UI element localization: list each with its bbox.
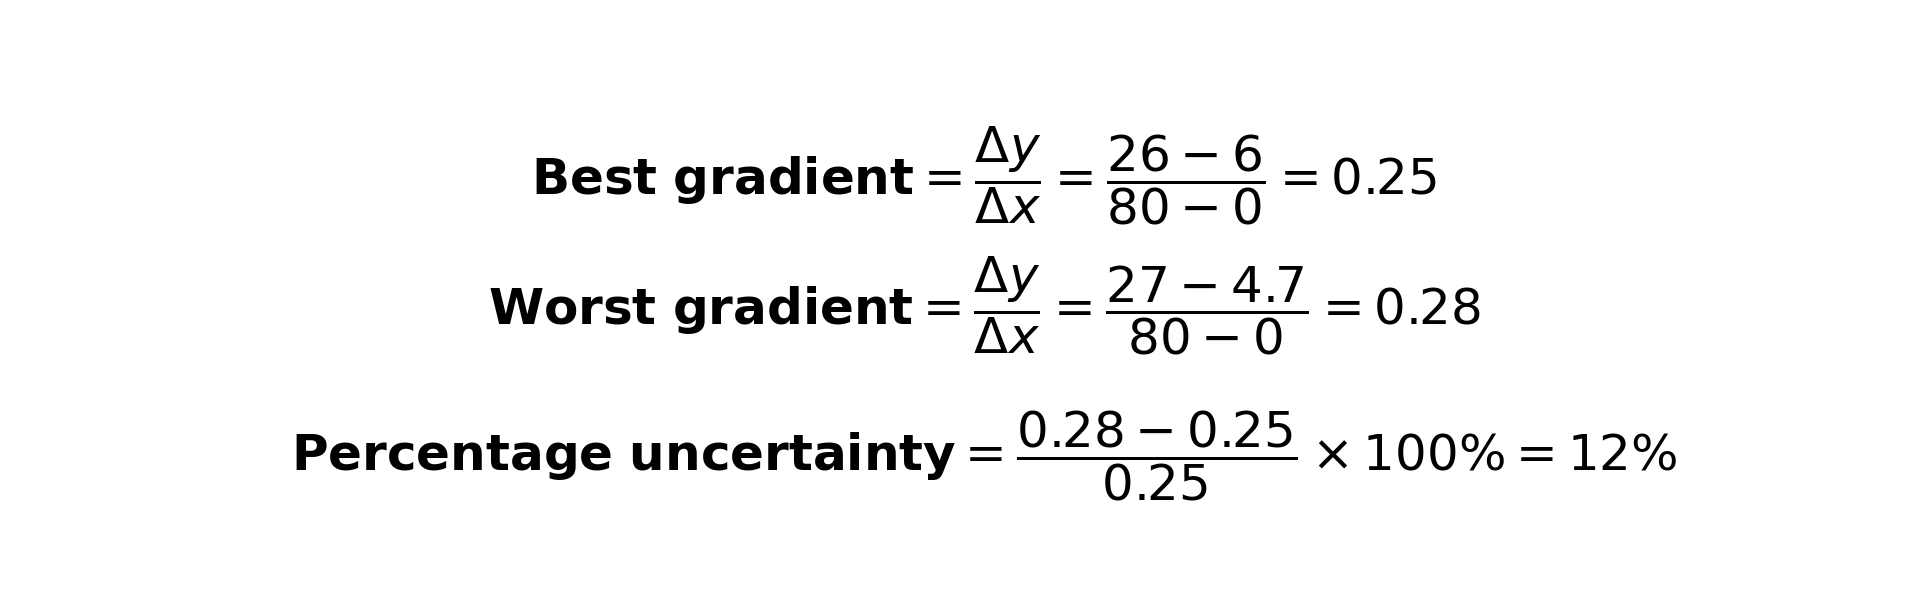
Text: $\mathbf{Worst\ gradient} = \dfrac{\Delta y}{\Delta x} = \dfrac{27-4.7}{80-0} = : $\mathbf{Worst\ gradient} = \dfrac{\Delt… — [488, 255, 1480, 358]
Text: $\mathbf{Percentage\ uncertainty} = \dfrac{0.28-0.25}{0.25} \times 100\% = 12\%$: $\mathbf{Percentage\ uncertainty} = \dfr… — [290, 408, 1678, 502]
Text: $\mathbf{Best\ gradient} = \dfrac{\Delta y}{\Delta x} = \dfrac{26-6}{80-0} = 0.2: $\mathbf{Best\ gradient} = \dfrac{\Delta… — [532, 124, 1436, 227]
